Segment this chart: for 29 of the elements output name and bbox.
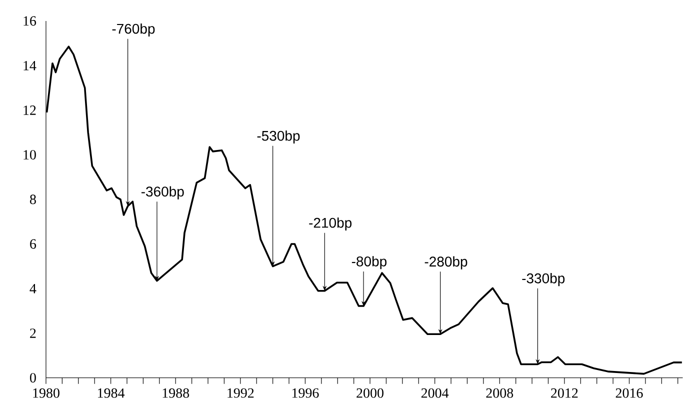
y-tick-label: 2 bbox=[30, 328, 36, 338]
point bbox=[438, 330, 442, 334]
x-tick-label: 2004 bbox=[421, 388, 449, 398]
x-tick-label: 1984 bbox=[98, 388, 125, 398]
x-tick-label: 1980 bbox=[33, 388, 60, 398]
x-tick-label: 1988 bbox=[162, 388, 190, 398]
y-tick-label: 4 bbox=[30, 284, 36, 294]
annotation: -280bp bbox=[424, 256, 468, 270]
y-tick-label: 8 bbox=[30, 194, 36, 204]
y-tick-label: 6 bbox=[30, 239, 36, 249]
x-tick-label: 2008 bbox=[486, 388, 514, 398]
x-tick-label: 2012 bbox=[551, 388, 578, 398]
annotation: -760bp bbox=[112, 24, 155, 37]
x-tick-label: 1996 bbox=[292, 388, 319, 398]
y-tick-label: 0 bbox=[30, 373, 36, 383]
y-tick-label: 12 bbox=[24, 106, 36, 115]
y-tick-label: 10 bbox=[24, 150, 36, 160]
x-tick-label: 2016 bbox=[616, 388, 643, 398]
x-tick-label: 2000 bbox=[356, 388, 384, 398]
y-tick-label: 14 bbox=[24, 61, 36, 70]
annotation: -330bp bbox=[522, 273, 565, 286]
annotation: -80bp bbox=[352, 256, 387, 270]
point bbox=[536, 360, 540, 364]
annotation: -210bp bbox=[309, 218, 352, 231]
point bbox=[126, 202, 130, 206]
x-tick-label: 1992 bbox=[228, 388, 254, 398]
annotation: -530bp bbox=[257, 130, 300, 144]
annotation: -360bp bbox=[141, 186, 184, 200]
y-tick-label: 16 bbox=[24, 16, 36, 26]
